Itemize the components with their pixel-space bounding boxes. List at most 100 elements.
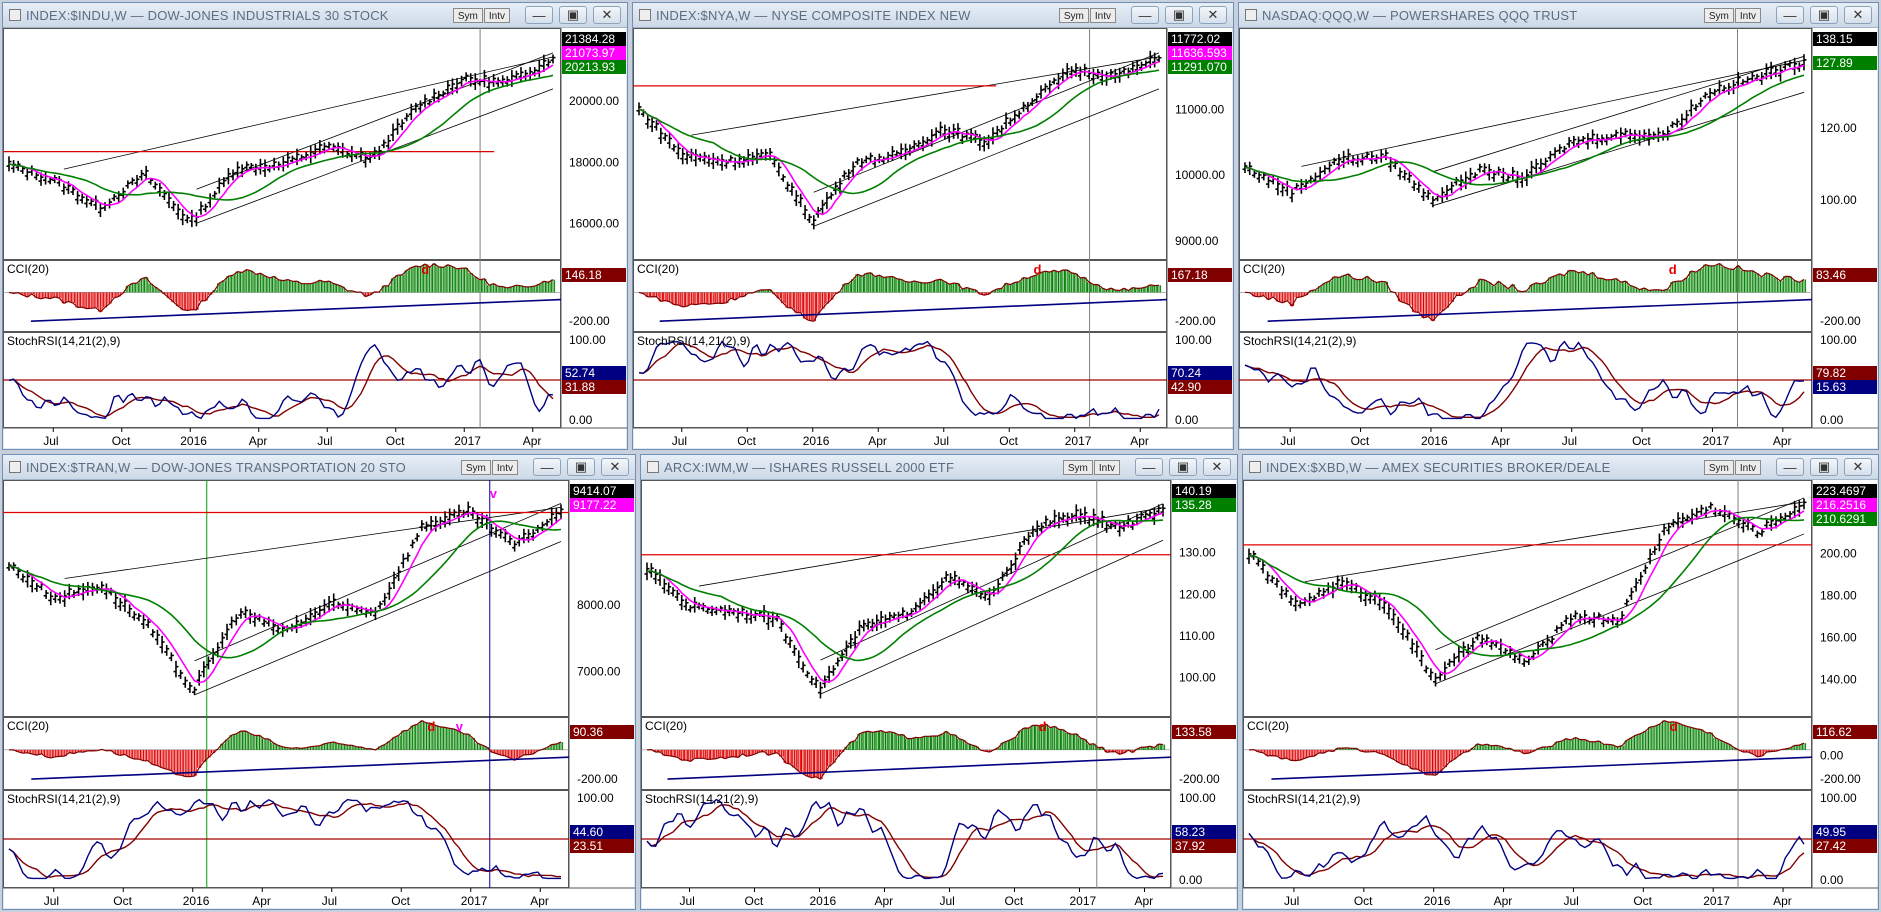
chart-area[interactable]: 120.00100.00138.15127.89CCI(20)200.00-20… <box>1239 28 1878 449</box>
window-menu-icon[interactable] <box>639 9 651 21</box>
trendlines <box>1301 55 1805 207</box>
maximize-button[interactable]: ▣ <box>1169 458 1197 476</box>
maximize-button[interactable]: ▣ <box>1810 6 1838 24</box>
stoch-title: StochRSI(14,21(2),9) <box>637 334 750 348</box>
window-menu-icon[interactable] <box>9 9 21 21</box>
window-titlebar[interactable]: INDEX:$TRAN,W — DOW-JONES TRANSPORTATION… <box>3 455 635 480</box>
date-axis-label: Jul <box>322 894 337 908</box>
interval-button[interactable]: Intv <box>483 7 510 23</box>
close-button[interactable]: ✕ <box>1203 458 1231 476</box>
close-icon: ✕ <box>1852 459 1864 474</box>
price-axis-label: 20000.00 <box>569 94 619 108</box>
last-value-text: 9177.22 <box>573 498 617 512</box>
date-axis-label: Jul <box>43 434 58 448</box>
stoch-value-text: 37.92 <box>1175 839 1205 853</box>
stoch-value-box: 44.60 <box>570 825 634 839</box>
chart-area[interactable]: 8000.007000.009414.079177.22vCCI(20)400.… <box>3 480 635 909</box>
date-axis-label: Apr <box>530 894 549 908</box>
cci-axis-label: -200.00 <box>1820 772 1861 786</box>
cci-trendline <box>1271 756 1813 780</box>
chart-window-nya[interactable]: INDEX:$NYA,W — NYSE COMPOSITE INDEX NEW … <box>632 2 1234 450</box>
maximize-button[interactable]: ▣ <box>567 458 595 476</box>
cci-annotation: d <box>428 719 436 734</box>
cci-title: CCI(20) <box>637 262 679 276</box>
window-titlebar[interactable]: INDEX:$INDU,W — DOW-JONES INDUSTRIALS 30… <box>3 3 627 28</box>
chart-window-iwm[interactable]: ARCX:IWM,W — ISHARES RUSSELL 2000 ETF Sy… <box>640 454 1238 910</box>
stoch-value-text: 15.63 <box>1816 380 1846 394</box>
symbol-button[interactable]: Sym <box>1703 459 1734 475</box>
interval-button[interactable]: Intv <box>1734 459 1761 475</box>
last-value-box: 135.28 <box>1172 498 1236 512</box>
chart-area[interactable]: 16000.00 18000.00 20000.00 21384.28 21073.97… <box>3 28 627 449</box>
close-button[interactable]: ✕ <box>601 458 629 476</box>
date-axis-label: Apr <box>249 434 268 448</box>
minimize-button[interactable]: — <box>1776 6 1804 24</box>
chart-window-qqq[interactable]: NASDAQ:QQQ,W — POWERSHARES QQQ TRUST Sym… <box>1238 2 1879 450</box>
window-titlebar[interactable]: NASDAQ:QQQ,W — POWERSHARES QQQ TRUST Sym… <box>1239 3 1878 28</box>
chart-svg: 200.00 180.00 160.00 140.00 223.4697216.2516… <box>1243 480 1878 908</box>
minimize-button[interactable]: — <box>1776 458 1804 476</box>
maximize-button[interactable]: ▣ <box>1165 6 1193 24</box>
stoch-axis-label: 0.00 <box>1179 873 1203 887</box>
chart-window-indu[interactable]: INDEX:$INDU,W — DOW-JONES INDUSTRIALS 30… <box>2 2 628 450</box>
stoch-slow-line <box>8 355 554 418</box>
symbol-button[interactable]: Sym <box>452 7 483 23</box>
last-value-box: 20213.93 <box>562 60 626 74</box>
interval-button[interactable]: Intv <box>1734 7 1761 23</box>
cci-histogram <box>641 270 1162 322</box>
cci-value-box: 83.46 <box>1813 268 1877 282</box>
minimize-button[interactable]: — <box>1131 6 1159 24</box>
date-axis-label: 2016 <box>180 434 207 448</box>
symbol-button[interactable]: Sym <box>1703 7 1734 23</box>
close-button[interactable]: ✕ <box>593 6 621 24</box>
chart-area[interactable]: 12000.0011000.0010000.009000.0011772.021… <box>633 28 1233 449</box>
close-button[interactable]: ✕ <box>1844 6 1872 24</box>
symbol-button[interactable]: Sym <box>1058 7 1089 23</box>
close-button[interactable]: ✕ <box>1199 6 1227 24</box>
price-axis-label: 110.00 <box>1179 629 1215 643</box>
last-value-text: 9414.07 <box>573 484 617 498</box>
interval-button[interactable]: Intv <box>491 459 518 475</box>
window-titlebar[interactable]: ARCX:IWM,W — ISHARES RUSSELL 2000 ETF Sy… <box>641 455 1237 480</box>
cci-panel <box>641 717 1171 790</box>
window-menu-icon[interactable] <box>9 461 21 473</box>
window-titlebar[interactable]: INDEX:$NYA,W — NYSE COMPOSITE INDEX NEW … <box>633 3 1233 28</box>
date-axis-label: Jul <box>1280 434 1295 448</box>
stoch-value-text: 52.74 <box>565 366 595 380</box>
interval-button[interactable]: Intv <box>1089 7 1116 23</box>
window-menu-icon[interactable] <box>1245 9 1257 21</box>
window-menu-icon[interactable] <box>1249 461 1261 473</box>
maximize-icon: ▣ <box>1817 459 1831 474</box>
window-titlebar[interactable]: INDEX:$XBD,W — AMEX SECURITIES BROKER/DE… <box>1243 455 1878 480</box>
chart-area[interactable]: 130.00 120.00 110.00 100.00 140.19 135.28 CCI(… <box>641 480 1237 909</box>
date-axis-label: Jul <box>1284 894 1299 908</box>
last-value-text: 210.6291 <box>1816 512 1866 526</box>
maximize-button[interactable]: ▣ <box>559 6 587 24</box>
last-value-box: 11636.593 <box>1168 46 1232 60</box>
stoch-value-box: 27.42 <box>1813 839 1877 853</box>
chart-window-xbd[interactable]: INDEX:$XBD,W — AMEX SECURITIES BROKER/DE… <box>1242 454 1879 910</box>
stoch-slow-line <box>1244 346 1805 418</box>
chart-area[interactable]: 200.00 180.00 160.00 140.00 223.4697 216.2516… <box>1243 480 1878 909</box>
minimize-button[interactable]: — <box>1135 458 1163 476</box>
interval-button[interactable]: Intv <box>1093 459 1120 475</box>
last-value-text: 21073.97 <box>565 46 615 60</box>
date-axis-label: 2016 <box>810 894 837 908</box>
close-button[interactable]: ✕ <box>1844 458 1872 476</box>
close-icon: ✕ <box>609 459 621 474</box>
chart-window-tran[interactable]: INDEX:$TRAN,W — DOW-JONES TRANSPORTATION… <box>2 454 636 910</box>
stoch-axis-label: 0.00 <box>1175 413 1199 427</box>
minimize-button[interactable]: — <box>525 6 553 24</box>
stoch-value-box: 70.24 <box>1168 366 1232 380</box>
maximize-button[interactable]: ▣ <box>1810 458 1838 476</box>
symbol-button[interactable]: Sym <box>1062 459 1093 475</box>
stoch-fast-line <box>8 343 554 420</box>
last-value-box: 11291.070 <box>1168 60 1232 74</box>
date-axis-label: 2017 <box>461 894 488 908</box>
window-menu-icon[interactable] <box>647 461 659 473</box>
symbol-button[interactable]: Sym <box>460 459 491 475</box>
price-axis-label: 120.00 <box>1179 587 1216 601</box>
minimize-button[interactable]: — <box>533 458 561 476</box>
stoch-axis-label: 0.00 <box>1820 413 1844 427</box>
last-value-text: 140.19 <box>1175 484 1212 498</box>
